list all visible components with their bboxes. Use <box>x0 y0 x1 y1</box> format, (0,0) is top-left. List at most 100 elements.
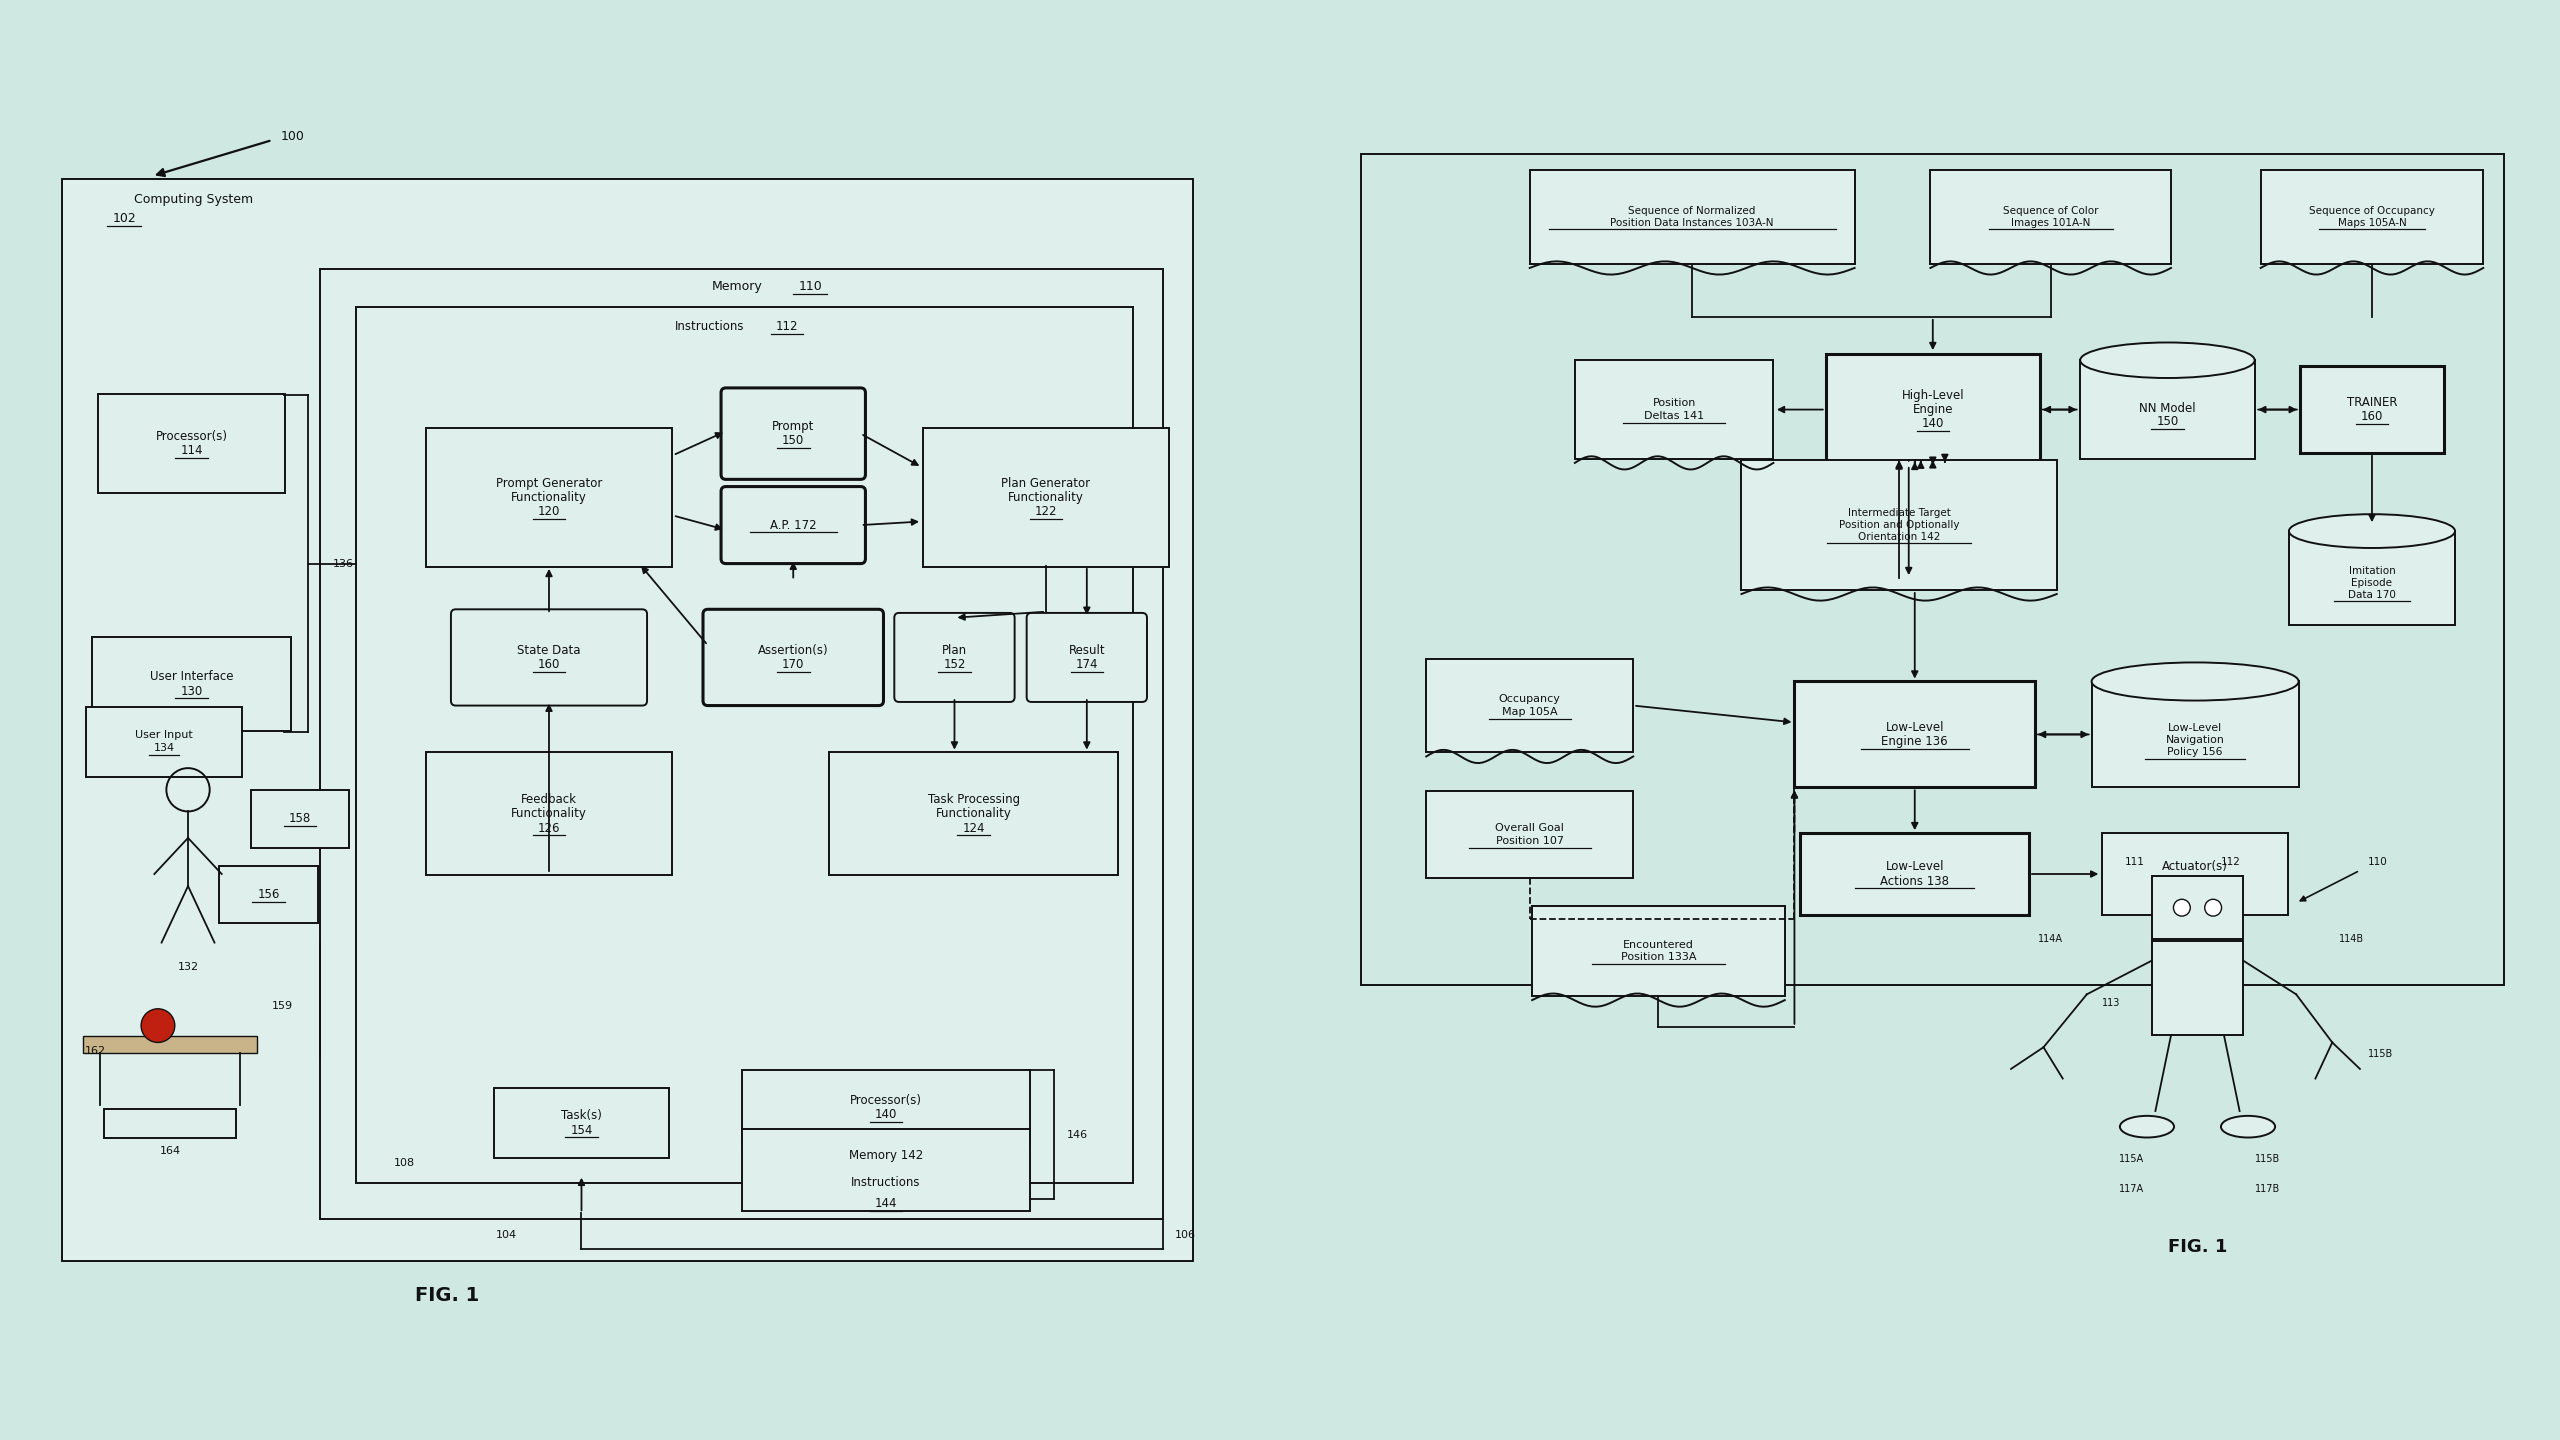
Text: Images 101A-N: Images 101A-N <box>2012 217 2092 228</box>
Text: Plan: Plan <box>942 644 968 657</box>
Text: Low-Level: Low-Level <box>2168 723 2222 733</box>
Text: Result: Result <box>1068 644 1106 657</box>
Text: Position: Position <box>1651 399 1695 409</box>
FancyBboxPatch shape <box>2153 942 2243 1035</box>
FancyBboxPatch shape <box>2092 681 2299 788</box>
Text: 144: 144 <box>2184 874 2207 887</box>
FancyBboxPatch shape <box>722 487 865 563</box>
Text: Plan Generator: Plan Generator <box>1001 477 1091 490</box>
Ellipse shape <box>2092 662 2299 700</box>
Text: 170: 170 <box>781 658 804 671</box>
Text: 117A: 117A <box>2120 1184 2143 1194</box>
FancyBboxPatch shape <box>251 789 348 848</box>
Text: 130: 130 <box>182 684 202 697</box>
Text: 144: 144 <box>876 1197 896 1210</box>
FancyBboxPatch shape <box>893 613 1014 701</box>
Text: Imitation: Imitation <box>2348 566 2396 576</box>
Text: 106: 106 <box>1175 1230 1196 1240</box>
FancyBboxPatch shape <box>97 395 284 492</box>
Text: 146: 146 <box>1068 1130 1088 1140</box>
Text: Low-Level: Low-Level <box>1887 860 1943 873</box>
Text: Sequence of Occupancy: Sequence of Occupancy <box>2309 206 2435 216</box>
FancyBboxPatch shape <box>1795 681 2035 788</box>
Text: 160: 160 <box>2360 410 2383 423</box>
Text: Deltas 141: Deltas 141 <box>1644 410 1705 420</box>
Text: Encountered: Encountered <box>1623 940 1695 950</box>
Text: Actions 138: Actions 138 <box>1879 874 1948 887</box>
FancyBboxPatch shape <box>92 636 292 732</box>
Text: 110: 110 <box>2368 857 2388 867</box>
Text: Position Data Instances 103A-N: Position Data Instances 103A-N <box>1610 217 1774 228</box>
FancyBboxPatch shape <box>1362 154 2504 985</box>
Text: 114A: 114A <box>2038 935 2063 945</box>
Text: 117B: 117B <box>2255 1184 2281 1194</box>
Text: User Input: User Input <box>136 730 192 740</box>
FancyBboxPatch shape <box>61 179 1193 1261</box>
Text: 160: 160 <box>538 658 561 671</box>
Text: Navigation: Navigation <box>2166 736 2225 744</box>
FancyBboxPatch shape <box>220 865 317 923</box>
Text: Maps 105A-N: Maps 105A-N <box>2337 217 2406 228</box>
Text: 104: 104 <box>497 1230 517 1240</box>
Text: State Data: State Data <box>517 644 581 657</box>
Text: Functionality: Functionality <box>512 808 586 821</box>
FancyBboxPatch shape <box>704 609 883 706</box>
Text: Map 105A: Map 105A <box>1503 707 1556 717</box>
Text: 159: 159 <box>271 1001 292 1011</box>
FancyBboxPatch shape <box>922 428 1170 566</box>
Text: Position 133A: Position 133A <box>1620 952 1697 962</box>
Circle shape <box>141 1009 174 1043</box>
Text: Prompt: Prompt <box>773 420 814 433</box>
FancyBboxPatch shape <box>1426 658 1633 753</box>
Text: 115A: 115A <box>2120 1155 2143 1164</box>
FancyBboxPatch shape <box>829 753 1119 876</box>
Text: Feedback: Feedback <box>522 793 576 806</box>
Text: 115B: 115B <box>2368 1050 2394 1060</box>
Text: 156: 156 <box>259 888 279 901</box>
Text: Intermediate Target: Intermediate Target <box>1848 508 1951 518</box>
Text: Actuator(s): Actuator(s) <box>2163 860 2227 873</box>
FancyBboxPatch shape <box>2153 877 2243 939</box>
FancyBboxPatch shape <box>105 1109 236 1138</box>
Text: High-Level: High-Level <box>1902 389 1964 402</box>
Text: Functionality: Functionality <box>937 808 1011 821</box>
Ellipse shape <box>2289 514 2455 549</box>
Text: Sequence of Color: Sequence of Color <box>2002 206 2099 216</box>
Text: 114B: 114B <box>2340 935 2363 945</box>
Ellipse shape <box>2222 1116 2276 1138</box>
Text: Instructions: Instructions <box>850 1175 922 1188</box>
Text: Policy 156: Policy 156 <box>2168 747 2222 757</box>
Circle shape <box>2204 899 2222 916</box>
Text: Processor(s): Processor(s) <box>156 429 228 442</box>
Text: 134: 134 <box>154 743 174 753</box>
Text: Task(s): Task(s) <box>561 1109 602 1122</box>
FancyBboxPatch shape <box>742 1129 1029 1211</box>
Text: Processor(s): Processor(s) <box>850 1094 922 1107</box>
Text: 152: 152 <box>942 658 965 671</box>
Text: Assertion(s): Assertion(s) <box>758 644 829 657</box>
Text: 114: 114 <box>179 444 202 456</box>
FancyBboxPatch shape <box>2289 531 2455 625</box>
Text: 158: 158 <box>289 812 312 825</box>
FancyBboxPatch shape <box>722 387 865 480</box>
Text: Task Processing: Task Processing <box>927 793 1019 806</box>
FancyBboxPatch shape <box>1800 834 2030 914</box>
FancyBboxPatch shape <box>1574 360 1774 459</box>
Text: NN Model: NN Model <box>2140 402 2196 415</box>
Text: 111: 111 <box>2125 857 2145 867</box>
Text: 122: 122 <box>1034 505 1057 518</box>
FancyBboxPatch shape <box>320 269 1162 1220</box>
Text: User Interface: User Interface <box>151 670 233 683</box>
Text: 132: 132 <box>177 962 200 972</box>
Text: 136: 136 <box>333 559 353 569</box>
Text: 150: 150 <box>2156 415 2179 428</box>
Text: Engine 136: Engine 136 <box>1882 734 1948 749</box>
FancyBboxPatch shape <box>84 1037 256 1053</box>
Text: FIG. 1: FIG. 1 <box>2168 1238 2227 1256</box>
FancyBboxPatch shape <box>1930 170 2171 264</box>
Text: 115B: 115B <box>2255 1155 2281 1164</box>
Text: Occupancy: Occupancy <box>1498 694 1562 704</box>
Text: TRAINER: TRAINER <box>2348 396 2396 409</box>
Text: Engine: Engine <box>1912 403 1953 416</box>
FancyBboxPatch shape <box>356 307 1132 1184</box>
